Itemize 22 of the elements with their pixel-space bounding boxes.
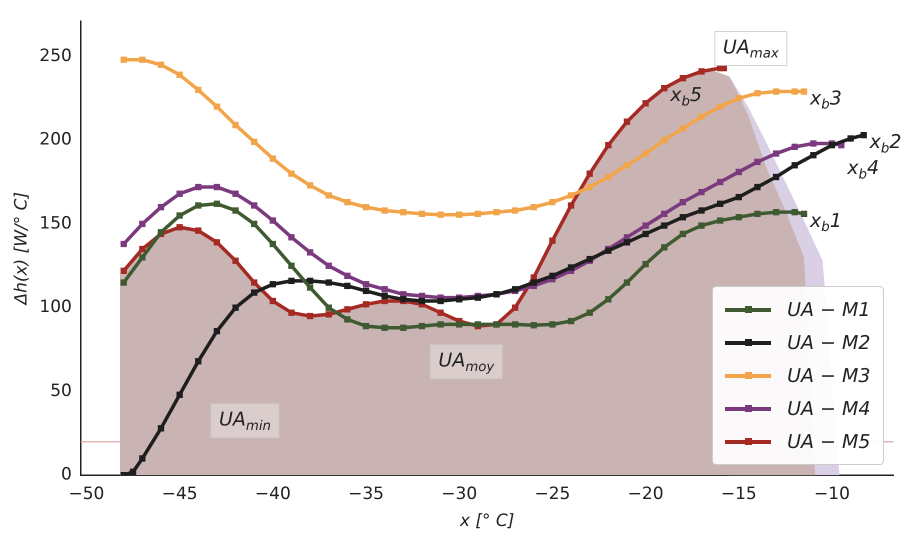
x-tick-label: −25 <box>534 484 570 504</box>
legend-label: UA − M3 <box>787 364 870 387</box>
x-tick-label: −35 <box>348 484 384 504</box>
y-tick-label: 250 <box>39 46 72 66</box>
x-tick-label: −45 <box>162 484 198 504</box>
legend-label: UA − M4 <box>787 398 870 420</box>
x-tick-label: −15 <box>720 484 757 504</box>
x-tick-label: −50 <box>68 484 104 504</box>
legend-label: UA − M2 <box>787 332 870 354</box>
legend-label: UA − M1 <box>787 298 870 321</box>
y-tick-label: 150 <box>39 213 72 234</box>
y-tick-label: 50 <box>50 380 72 401</box>
legend-label: UA − M5 <box>787 430 870 453</box>
x-axis-title: x [° C] <box>458 511 514 532</box>
y-tick-label: 100 <box>39 297 72 318</box>
y-tick-label: 0 <box>61 464 72 485</box>
y-axis-title: Δh(x) [W/° C] <box>12 192 32 307</box>
x-tick-label: −10 <box>814 484 850 504</box>
x-tick-label: −30 <box>441 484 478 504</box>
y-tick-label: 200 <box>39 130 72 150</box>
x-tick-label: −40 <box>254 484 291 504</box>
x-tick-label: −20 <box>628 484 664 504</box>
